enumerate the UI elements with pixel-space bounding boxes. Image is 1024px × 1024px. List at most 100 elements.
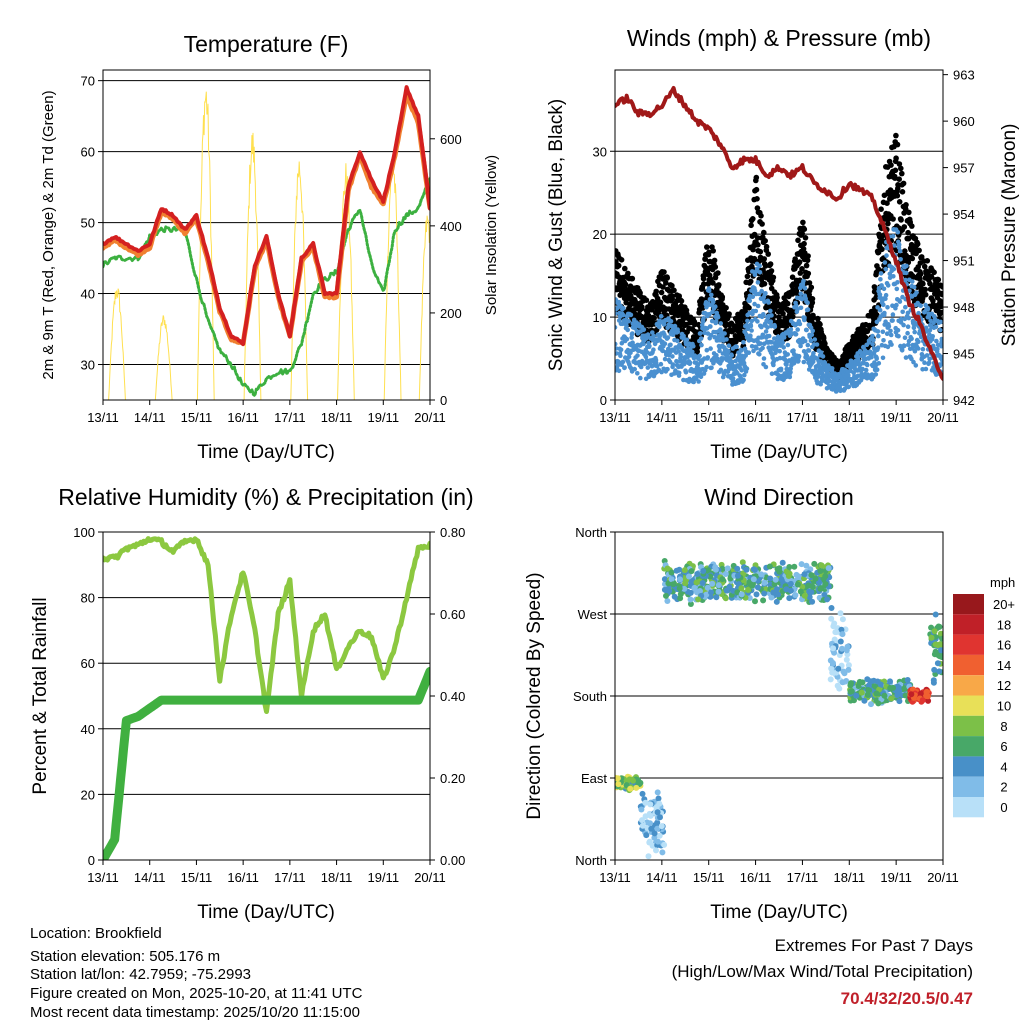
- panel-1: 0 10 20 30 942 945 948 951 954 957 960 963 13/11 14/1…: [593, 68, 975, 425]
- gust-point: [898, 217, 904, 223]
- wind-point: [676, 370, 682, 376]
- direction-point: [848, 680, 854, 687]
- wind-point: [708, 324, 713, 329]
- wind-point: [801, 278, 806, 284]
- wind-point: [912, 329, 917, 335]
- gust-point: [796, 259, 803, 265]
- direction-point: [743, 566, 750, 573]
- wind-point: [795, 306, 800, 312]
- gust-point: [754, 196, 760, 202]
- wind-point: [768, 308, 773, 314]
- direction-point: [738, 585, 745, 592]
- solar-insolation-line: [418, 215, 430, 400]
- legend-label: 18: [997, 617, 1011, 632]
- wind-point: [658, 361, 664, 367]
- direction-point: [932, 641, 939, 648]
- wind-point: [780, 340, 785, 345]
- temp-ylabel: 2m & 9m T (Red, Orange) & 2m Td (Green): [40, 90, 57, 379]
- direction-point: [772, 576, 779, 583]
- legend-label: 14: [997, 658, 1011, 673]
- solar-insolation-line: [108, 288, 126, 400]
- wind-point: [746, 350, 752, 356]
- gust-point: [719, 294, 726, 300]
- wind-point: [710, 299, 716, 305]
- direction-point: [791, 563, 798, 570]
- direction-point: [661, 841, 668, 848]
- legend-swatch: [953, 614, 984, 635]
- direction-point: [700, 568, 707, 574]
- gust-point: [622, 281, 629, 288]
- gust-point: [894, 141, 901, 148]
- direction-point: [828, 605, 835, 611]
- legend-title: mph: [990, 575, 1015, 590]
- rh-marks: [103, 536, 430, 860]
- direction-point: [875, 700, 882, 707]
- direction-point: [803, 562, 810, 569]
- wind-point: [926, 360, 932, 365]
- direction-point: [937, 630, 943, 637]
- direction-point: [923, 688, 930, 695]
- direction-point: [676, 585, 683, 592]
- y-tick-label: 20: [81, 787, 95, 802]
- wind-point: [814, 342, 820, 347]
- direction-point: [864, 691, 871, 698]
- direction-point: [708, 589, 714, 596]
- direction-point: [931, 628, 938, 635]
- wind-point: [851, 370, 856, 376]
- direction-point: [877, 681, 884, 688]
- gust-point: [639, 304, 645, 310]
- info-latlon: Station lat/lon: 42.7959; -75.2993: [30, 966, 251, 983]
- direction-point: [761, 590, 768, 597]
- wind-point: [620, 312, 626, 318]
- wind-point: [870, 342, 875, 347]
- x-tick-label: 13/11: [599, 410, 631, 425]
- y-tick-label: 0: [88, 853, 95, 868]
- wind-point: [881, 302, 886, 308]
- wind-point: [922, 360, 927, 366]
- legend-label: 8: [1000, 719, 1007, 734]
- direction-point: [776, 568, 783, 575]
- wind-point: [615, 362, 621, 368]
- wind-point: [695, 362, 701, 367]
- gust-point: [797, 270, 804, 276]
- wind-point: [791, 348, 796, 353]
- plot-border-3: [614, 531, 944, 861]
- wind-point: [894, 302, 899, 308]
- rh-ylabel: Percent & Total Rainfall: [30, 597, 51, 794]
- legend-swatch: [953, 634, 984, 655]
- wind-point: [909, 336, 914, 342]
- direction-point: [830, 623, 837, 630]
- direction-point: [809, 598, 816, 605]
- wind-point: [749, 328, 754, 333]
- y-tick-label: 0: [600, 393, 607, 408]
- gust-point: [810, 314, 816, 321]
- wind-y2label: Station Pressure (Maroon): [999, 124, 1020, 347]
- gust-point: [712, 264, 719, 270]
- gust-point: [746, 305, 752, 311]
- wind-point: [758, 341, 763, 346]
- wind-point: [699, 342, 704, 348]
- gust-point: [804, 257, 811, 264]
- direction-point: [890, 684, 896, 691]
- wind-point: [877, 292, 883, 297]
- wind-point: [745, 318, 750, 324]
- wind-point: [855, 373, 861, 379]
- wind-point: [763, 329, 769, 334]
- y-tick-label: South: [573, 689, 607, 704]
- direction-point: [839, 631, 846, 638]
- direction-point: [639, 817, 645, 824]
- legend-swatch: [953, 776, 984, 797]
- gust-point: [757, 248, 764, 255]
- gust-point: [748, 222, 754, 229]
- rh-title: Relative Humidity (%) & Precipitation (i…: [58, 484, 473, 510]
- wind-point: [754, 346, 759, 351]
- gust-point: [704, 244, 710, 250]
- direction-point: [719, 576, 726, 583]
- wind-point: [763, 291, 768, 296]
- wind-point: [888, 328, 893, 334]
- wind-point: [750, 294, 756, 300]
- gust-point: [800, 219, 806, 226]
- legend-swatch: [953, 715, 984, 737]
- dir-xlabel: Time (Day/UTC): [710, 902, 848, 923]
- wind-point: [924, 353, 930, 358]
